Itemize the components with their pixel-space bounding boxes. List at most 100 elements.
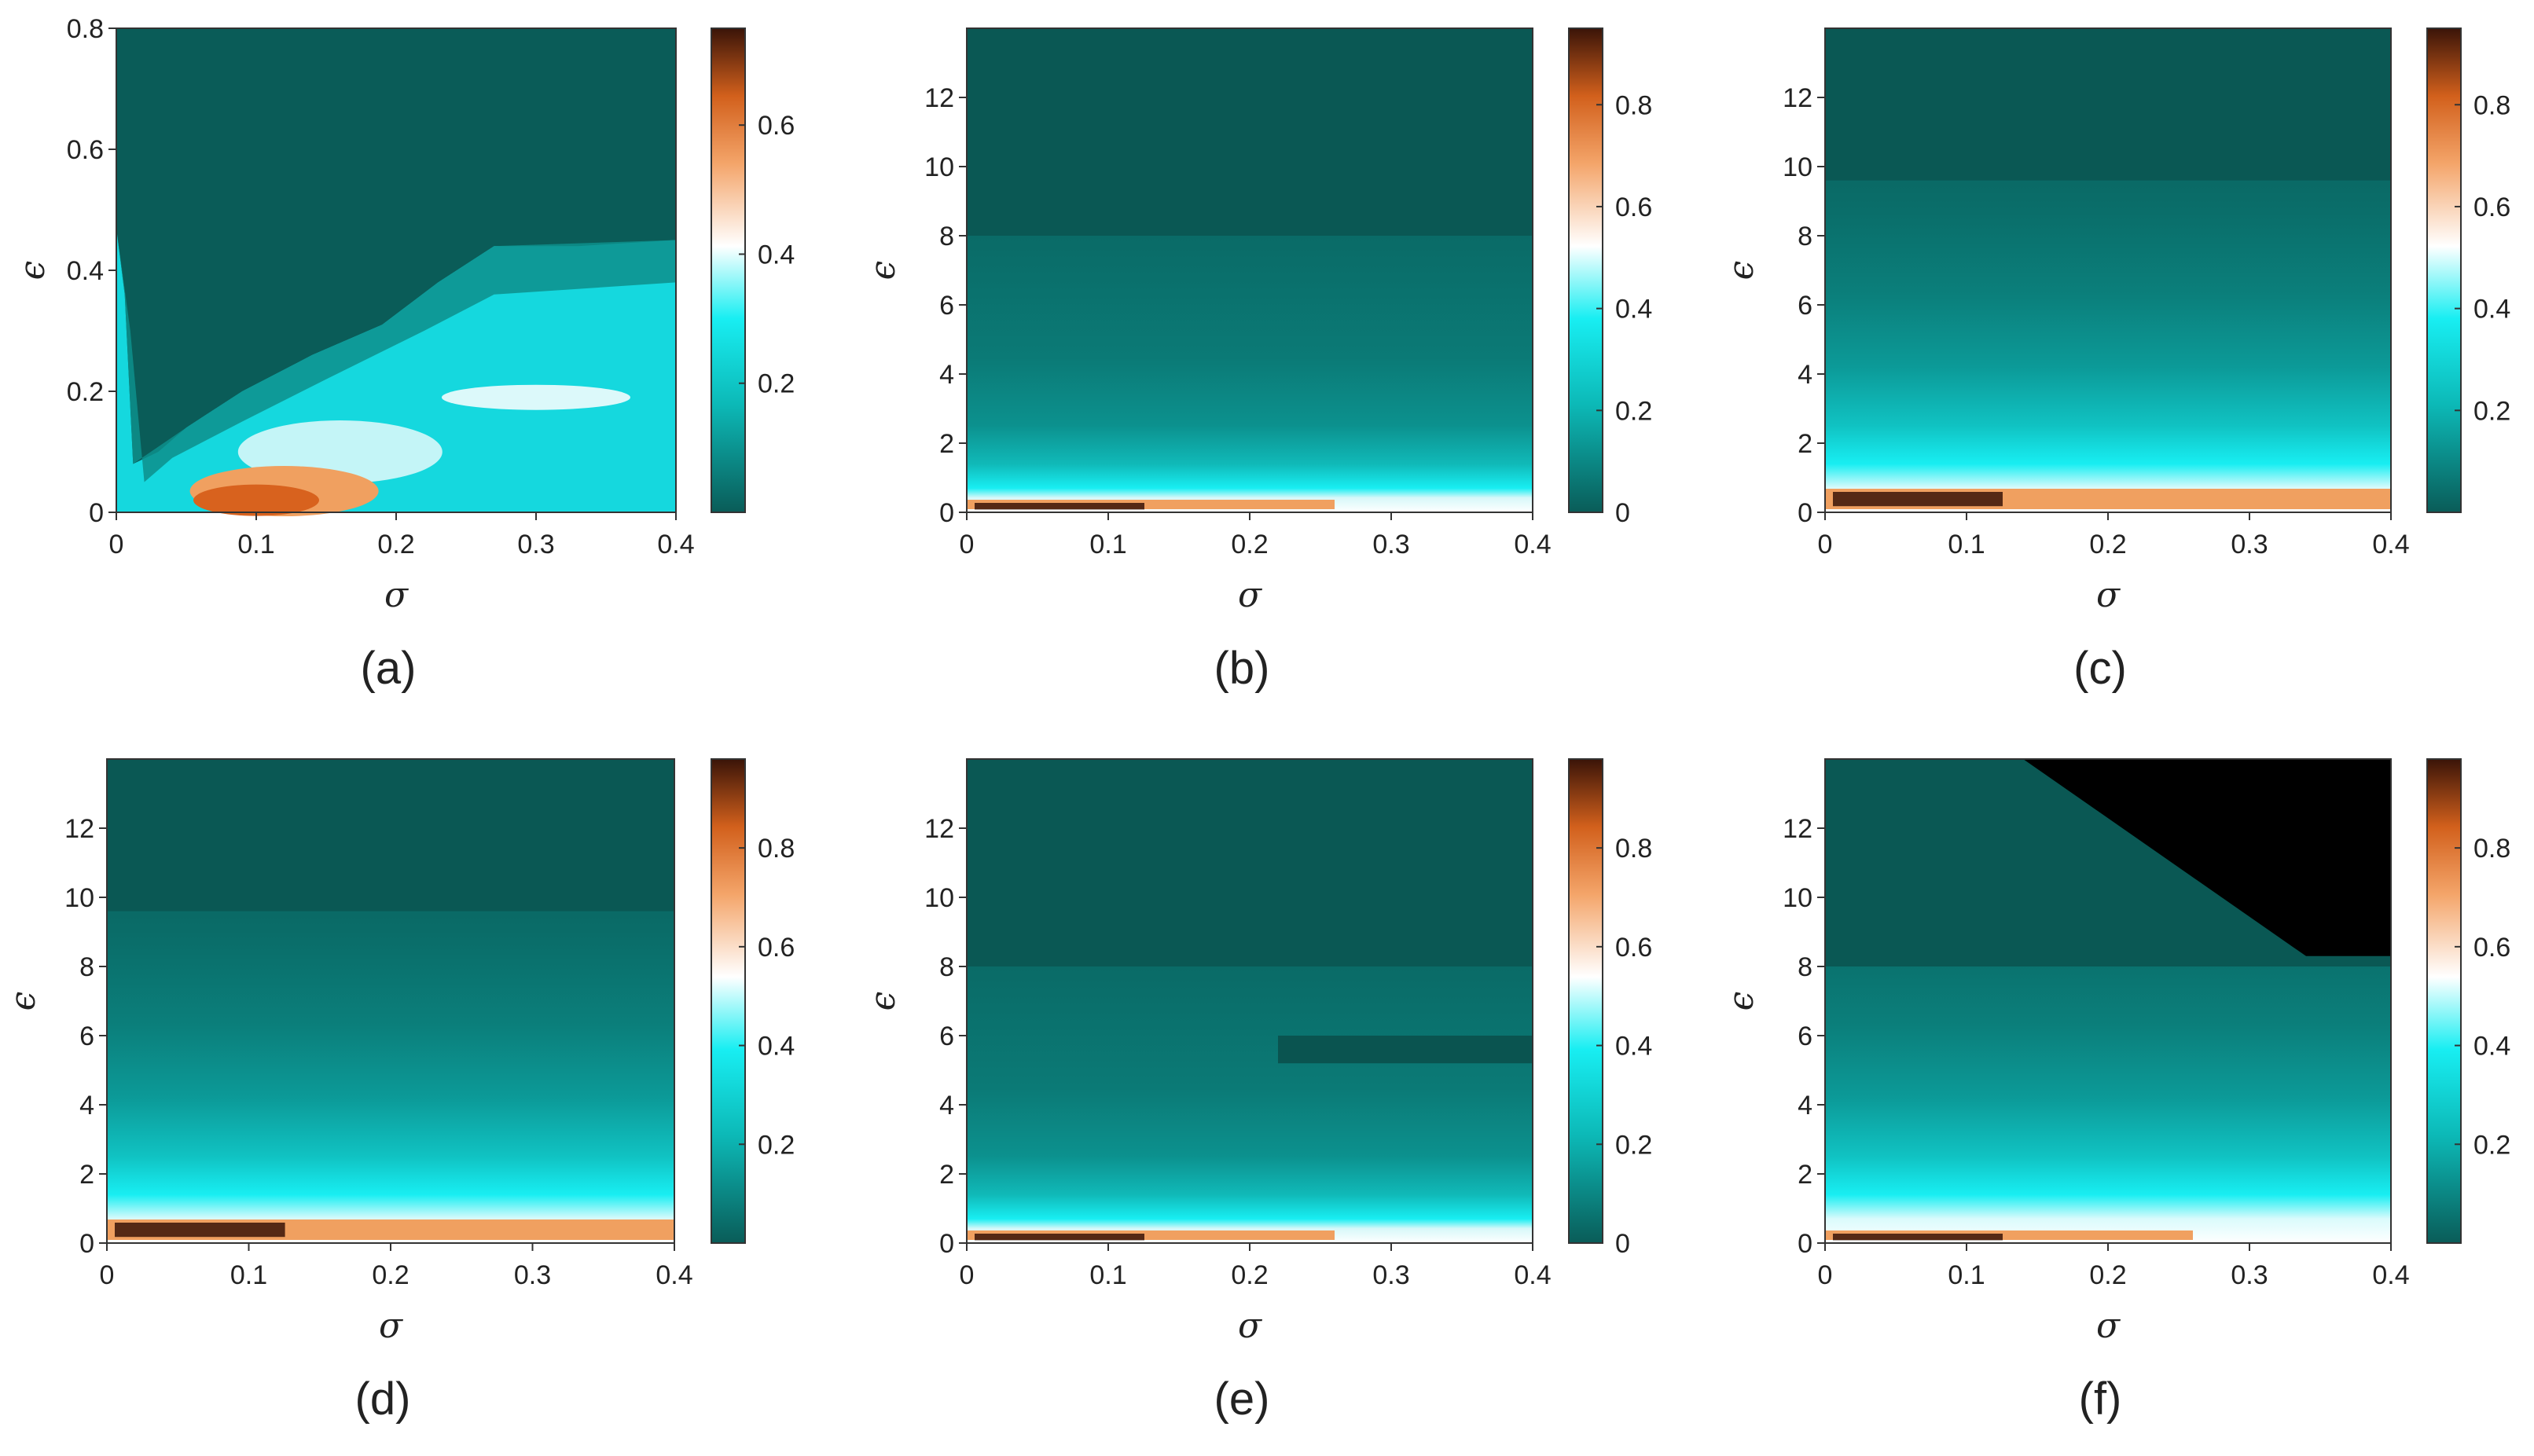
y-tick-label: 2 — [939, 429, 954, 459]
y-tick-label: 0 — [939, 1229, 954, 1259]
colorbar-tick-label: 0.4 — [1615, 295, 1652, 325]
y-tick-label: 8 — [939, 952, 954, 982]
colorbar-gradient — [1568, 28, 1603, 513]
panel-c: 0 0.1 0.2 0.3 0.4 0 2 4 6 8 10 12 σ ϵ (c) 0.2 0.4 0.6 0.8 — [1721, 28, 2510, 694]
y-tick-label: 12 — [1783, 83, 1812, 113]
colorbar-tick-label: 0 — [1615, 498, 1630, 528]
x-tick-label: 0.2 — [1231, 530, 1268, 559]
x-tick-label: 0.2 — [1231, 1260, 1268, 1290]
colorbar-gradient — [711, 28, 746, 513]
x-tick-label: 0.4 — [657, 530, 694, 559]
x-tick-label: 0.4 — [656, 1260, 692, 1290]
panel-label: (e) — [1214, 1373, 1270, 1425]
colorbar-tick-label: 0.8 — [2473, 834, 2510, 864]
y-tick-label: 0 — [1798, 1229, 1812, 1259]
y-tick-label: 0 — [939, 498, 954, 528]
panel-label: (d) — [355, 1373, 411, 1425]
panel-label: (c) — [2073, 643, 2127, 694]
transition-region — [116, 228, 676, 482]
y-axis-label: ϵ — [863, 261, 903, 281]
x-tick-label: 0.4 — [2372, 1260, 2409, 1290]
x-tick-label: 0 — [960, 1260, 975, 1290]
top-dark-band — [1825, 28, 2391, 181]
x-tick-label: 0.3 — [1372, 1260, 1409, 1290]
y-tick-label: 6 — [939, 291, 954, 321]
dark-streak — [1278, 1036, 1533, 1064]
x-tick-label: 0 — [1818, 530, 1833, 559]
y-tick-label: 0 — [1798, 498, 1812, 528]
y-tick-label: 10 — [64, 883, 94, 913]
y-axis-label: ϵ — [1721, 261, 1761, 281]
bottom-brown-core — [115, 1223, 285, 1238]
colorbar-tick-label: 0.2 — [1615, 1130, 1652, 1160]
colorbar: 0.2 0.4 0.6 0.8 — [2426, 28, 2510, 513]
x-tick-label: 0.1 — [1948, 1260, 1985, 1290]
x-tick-label: 0.2 — [377, 530, 414, 559]
colorbar-tick-label: 0.6 — [1615, 933, 1652, 963]
y-tick-label: 4 — [939, 360, 954, 390]
x-axis-label: σ — [384, 575, 409, 615]
colorbar-tick-label: 0.8 — [1615, 834, 1652, 864]
x-tick-label: 0.2 — [372, 1260, 409, 1290]
colorbar: 0 0.2 0.4 0.6 0.8 — [1568, 758, 1652, 1259]
x-tick-label: 0.4 — [1514, 1260, 1551, 1290]
x-tick-label: 0 — [1818, 1260, 1833, 1290]
colorbar-tick-label: 0.6 — [2473, 193, 2510, 222]
colorbar-tick-label: 0.6 — [758, 111, 795, 141]
y-tick-label: 6 — [1798, 1021, 1812, 1051]
y-tick-label: 2 — [939, 1160, 954, 1190]
colorbar-tick-label: 0.4 — [2473, 1032, 2510, 1062]
colorbar-tick-label: 0.8 — [1615, 90, 1652, 120]
y-tick-label: 10 — [924, 152, 954, 182]
y-tick-label: 4 — [939, 1091, 954, 1120]
colorbar-tick-label: 0.8 — [2473, 90, 2510, 120]
y-tick-label: 0 — [79, 1229, 94, 1259]
colorbar-tick-label: 0.2 — [758, 369, 795, 399]
y-axis-label: ϵ — [863, 992, 903, 1011]
bottom-brown-core — [1833, 1234, 2003, 1241]
bottom-brown-core — [975, 503, 1144, 510]
y-tick-label: 0 — [89, 498, 104, 528]
y-tick-label: 10 — [924, 883, 954, 913]
colorbar-tick-label: 0.6 — [1615, 193, 1652, 222]
x-axis-label: σ — [1238, 575, 1263, 615]
y-tick-label: 8 — [939, 222, 954, 251]
colorbar-tick-label: 0.2 — [2473, 396, 2510, 426]
x-tick-label: 0 — [100, 1260, 115, 1290]
colorbar-gradient — [1568, 758, 1603, 1244]
x-tick-label: 0.2 — [2089, 530, 2126, 559]
bottom-brown-core — [1833, 492, 2003, 507]
y-tick-label: 4 — [79, 1091, 94, 1120]
colorbar-tick-label: 0.4 — [758, 240, 795, 270]
x-tick-label: 0.3 — [517, 530, 554, 559]
y-axis-label: ϵ — [1721, 992, 1761, 1011]
x-tick-label: 0 — [109, 530, 124, 559]
top-dark-band — [107, 759, 674, 911]
panel-f: 0 0.1 0.2 0.3 0.4 0 2 4 6 8 10 12 σ ϵ (f) 0.2 0.4 0.6 0.8 — [1721, 758, 2510, 1425]
colorbar-tick-label: 0.4 — [758, 1032, 795, 1062]
colorbar: 0.2 0.4 0.6 0.8 — [711, 758, 795, 1244]
colorbar: 0 0.2 0.4 0.6 0.8 — [1568, 28, 1652, 528]
y-tick-label: 6 — [939, 1021, 954, 1051]
panel-label: (a) — [361, 643, 417, 694]
x-tick-label: 0.3 — [514, 1260, 551, 1290]
x-tick-label: 0.4 — [2372, 530, 2409, 559]
panel-d: 0 0.1 0.2 0.3 0.4 0 2 4 6 8 10 12 σ ϵ (d) 0.2 0.4 0.6 0.8 — [3, 758, 795, 1425]
y-tick-label: 6 — [1798, 291, 1812, 321]
panel-a: 0 0.1 0.2 0.3 0.4 0 0.2 0.4 0.6 0.8 σ ϵ (a) 0.2 0.4 0.6 — [13, 14, 795, 694]
y-tick-label: 2 — [1798, 429, 1812, 459]
x-tick-label: 0.3 — [2231, 530, 2268, 559]
y-tick-label: 8 — [79, 952, 94, 982]
panel-b: 0 0.1 0.2 0.3 0.4 0 2 4 6 8 10 12 σ ϵ (b) 0 0.2 0.4 0.6 0.8 — [863, 28, 1652, 694]
y-tick-label: 12 — [924, 83, 954, 113]
y-tick-label: 8 — [1798, 222, 1812, 251]
colorbar-gradient — [2426, 28, 2462, 513]
y-tick-label: 12 — [1783, 814, 1812, 844]
y-tick-label: 2 — [1798, 1160, 1812, 1190]
colorbar-gradient — [2426, 758, 2462, 1244]
x-tick-label: 0.3 — [1372, 530, 1409, 559]
x-tick-label: 0.1 — [1089, 530, 1126, 559]
colorbar-tick-label: 0.2 — [2473, 1130, 2510, 1160]
y-tick-label: 12 — [64, 814, 94, 844]
colorbar-tick-label: 0.8 — [758, 834, 795, 864]
